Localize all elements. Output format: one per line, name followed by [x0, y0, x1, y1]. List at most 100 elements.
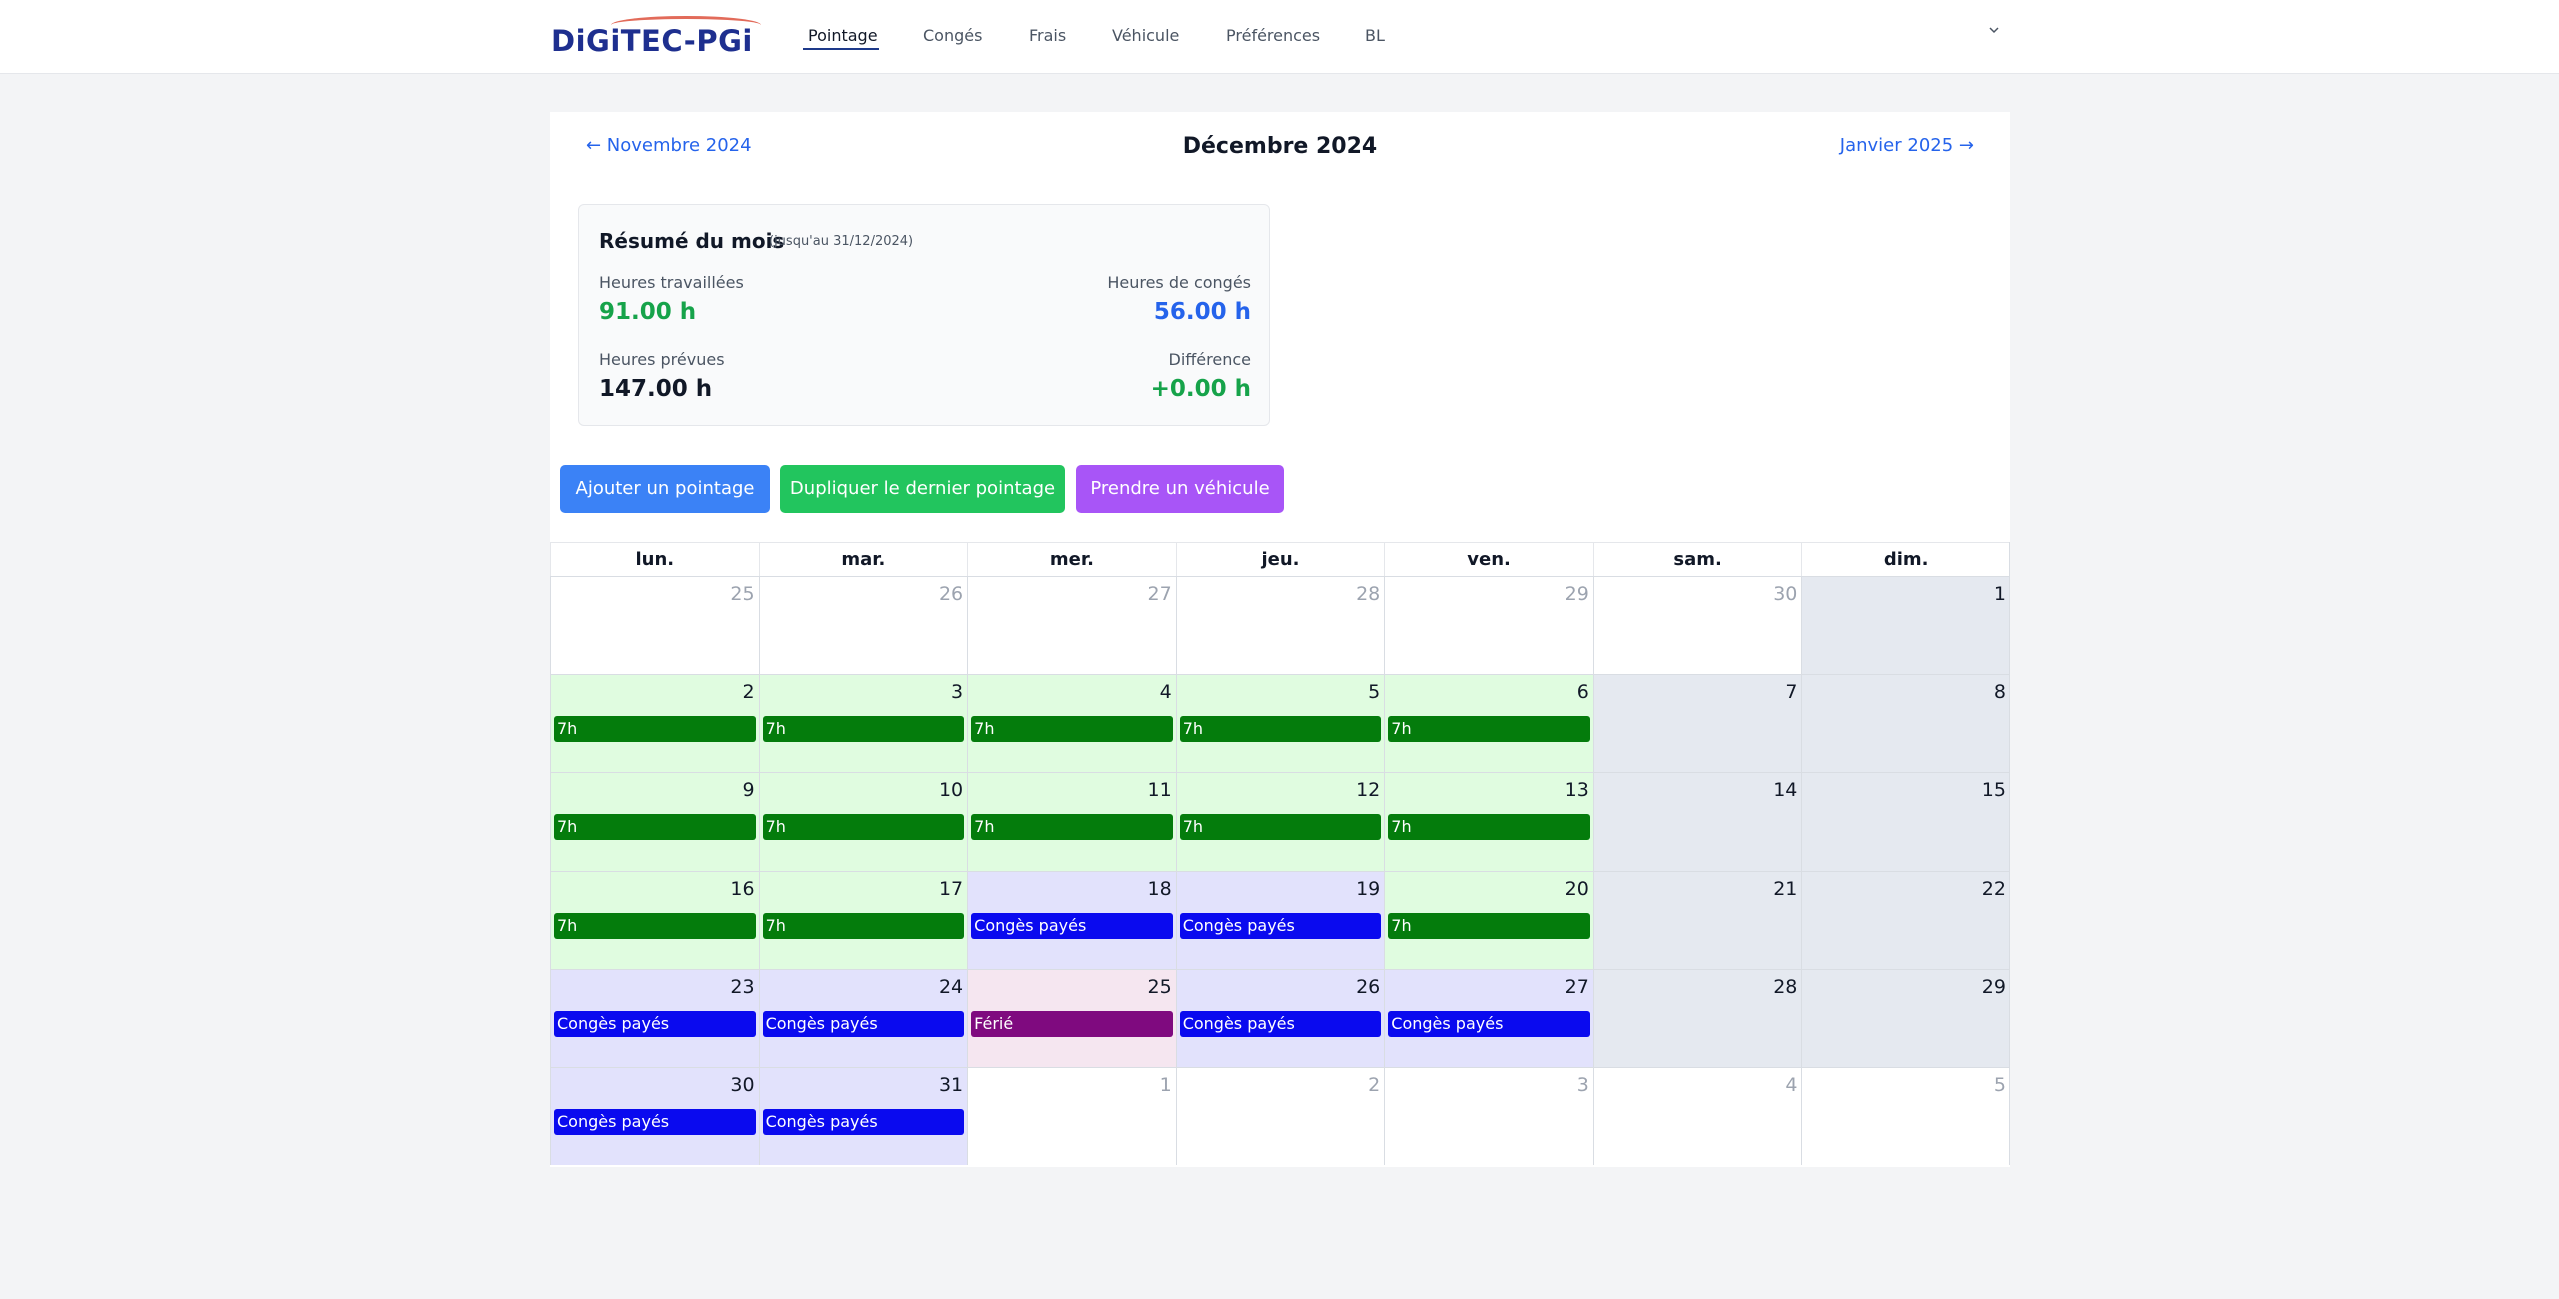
calendar-day-cell[interactable]: 28 — [1592, 968, 1802, 1067]
calendar-day-cell[interactable]: 8 — [1801, 674, 2010, 773]
logo-swoosh — [611, 16, 761, 34]
calendar-day-cell[interactable]: 5 7h — [1175, 674, 1385, 773]
day-number: 30 — [730, 1074, 755, 1096]
calendar-day-cell[interactable]: 22 — [1801, 870, 2010, 969]
nav-conges[interactable]: Congés — [923, 26, 983, 45]
calendar-day-cell[interactable]: 12 7h — [1175, 772, 1385, 871]
weekday-header: ven. — [1384, 543, 1593, 577]
next-month-link[interactable]: Janvier 2025 → — [1839, 135, 1974, 156]
calendar-event[interactable]: 7h — [971, 814, 1173, 841]
calendar-event[interactable]: 7h — [762, 716, 965, 743]
calendar-day-cell[interactable]: 9 7h — [550, 772, 759, 871]
calendar-weekday-header: lun. mar. mer. jeu. ven. sam. dim. — [550, 542, 2010, 577]
calendar-event[interactable]: 7h — [1388, 716, 1590, 743]
worked-hours-label: Heures travaillées — [599, 273, 744, 292]
calendar-day-cell[interactable]: 6 7h — [1384, 674, 1593, 773]
calendar-event[interactable]: 7h — [554, 912, 756, 939]
calendar-day-cell[interactable]: 10 7h — [758, 772, 968, 871]
calendar-day-cell[interactable]: 28 — [1175, 576, 1385, 675]
day-number: 27 — [1564, 975, 1589, 998]
add-timesheet-button[interactable]: Ajouter un pointage — [560, 465, 770, 513]
calendar-day-cell[interactable]: 3 7h — [758, 674, 968, 773]
calendar-event[interactable]: 7h — [762, 814, 965, 841]
calendar-day-cell[interactable]: 1 — [967, 1067, 1176, 1166]
user-menu-button[interactable] — [1986, 22, 2010, 46]
active-tab-underline — [803, 48, 879, 50]
nav-vehicule[interactable]: Véhicule — [1112, 26, 1180, 45]
calendar-event[interactable]: Férié — [971, 1010, 1173, 1037]
top-navbar: DiGiTEC-PGi Pointage Congés Frais Véhicu… — [0, 0, 2559, 74]
calendar-event[interactable]: Congès payés — [1179, 1010, 1382, 1037]
calendar-event[interactable]: 7h — [554, 814, 756, 841]
calendar-day-cell[interactable]: 3 — [1384, 1067, 1593, 1166]
calendar-day-cell[interactable]: 13 7h — [1384, 772, 1593, 871]
calendar-day-cell[interactable]: 17 7h — [758, 870, 968, 969]
calendar-day-cell[interactable]: 27 — [967, 576, 1176, 675]
chevron-down-icon — [1989, 27, 1999, 34]
day-number: 5 — [1993, 1074, 2006, 1096]
calendar-day-cell[interactable]: 30 Congès payés — [550, 1067, 759, 1166]
day-number: 11 — [1147, 779, 1172, 802]
take-vehicle-button[interactable]: Prendre un véhicule — [1076, 465, 1284, 513]
calendar-day-cell[interactable]: 27 Congès payés — [1384, 968, 1593, 1067]
calendar-event[interactable]: Congès payés — [762, 1109, 965, 1135]
calendar-day-cell[interactable]: 1 — [1801, 576, 2010, 675]
calendar-event[interactable]: Congès payés — [1179, 912, 1382, 939]
nav-frais[interactable]: Frais — [1029, 26, 1067, 45]
leave-hours-value: 56.00 h — [1153, 299, 1251, 325]
calendar-day-cell[interactable]: 7 — [1592, 674, 1802, 773]
calendar-day-cell[interactable]: 19 Congès payés — [1175, 870, 1385, 969]
day-number: 7 — [1785, 681, 1798, 704]
calendar-event[interactable]: Congès payés — [554, 1010, 756, 1037]
calendar-day-cell[interactable]: 30 — [1592, 576, 1802, 675]
duplicate-last-timesheet-button[interactable]: Dupliquer le dernier pointage — [780, 465, 1065, 513]
calendar-event[interactable]: Congès payés — [971, 912, 1173, 939]
calendar-day-cell[interactable]: 5 — [1801, 1067, 2010, 1166]
calendar-day-cell[interactable]: 29 — [1384, 576, 1593, 675]
calendar-day-cell[interactable]: 29 — [1801, 968, 2010, 1067]
calendar-event[interactable]: 7h — [1179, 814, 1382, 841]
calendar-day-cell[interactable]: 20 7h — [1384, 870, 1593, 969]
day-number: 28 — [1773, 975, 1798, 998]
calendar-event[interactable]: 7h — [1388, 814, 1590, 841]
calendar-day-cell[interactable]: 2 7h — [550, 674, 759, 773]
calendar-event[interactable]: Congès payés — [1388, 1010, 1590, 1037]
calendar-day-cell[interactable]: 24 Congès payés — [758, 968, 968, 1067]
calendar-event[interactable]: 7h — [971, 716, 1173, 743]
calendar-day-cell[interactable]: 23 Congès payés — [550, 968, 759, 1067]
day-number: 20 — [1564, 877, 1589, 900]
weekday-header: dim. — [1801, 543, 2010, 577]
calendar-event[interactable]: 7h — [1179, 716, 1382, 743]
calendar-day-cell[interactable]: 25 Férié — [967, 968, 1176, 1067]
calendar-day-cell[interactable]: 4 7h — [967, 674, 1176, 773]
calendar-day-cell[interactable]: 26 Congès payés — [1175, 968, 1385, 1067]
day-number: 14 — [1773, 779, 1798, 802]
calendar-day-cell[interactable]: 25 — [550, 576, 759, 675]
calendar-day-cell[interactable]: 31 Congès payés — [758, 1067, 968, 1166]
calendar-day-cell[interactable]: 21 — [1592, 870, 1802, 969]
day-number: 29 — [1981, 975, 2006, 998]
day-number: 30 — [1773, 583, 1798, 605]
day-number: 24 — [938, 975, 964, 998]
nav-preferences[interactable]: Préférences — [1226, 26, 1321, 45]
calendar-day-cell[interactable]: 26 — [758, 576, 968, 675]
calendar-event[interactable]: Congès payés — [762, 1010, 965, 1037]
calendar-day-cell[interactable]: 11 7h — [967, 772, 1176, 871]
day-number: 3 — [951, 681, 964, 704]
main-panel: ← Novembre 2024 Décembre 2024 Janvier 20… — [550, 112, 2010, 1167]
calendar-event[interactable]: 7h — [554, 716, 756, 743]
calendar-day-cell[interactable]: 16 7h — [550, 870, 759, 969]
calendar-event[interactable]: Congès payés — [554, 1109, 756, 1135]
calendar-event[interactable]: 7h — [762, 912, 965, 939]
nav-pointage[interactable]: Pointage — [808, 26, 878, 45]
calendar-day-cell[interactable]: 14 — [1592, 772, 1802, 871]
calendar-day-cell[interactable]: 18 Congès payés — [967, 870, 1176, 969]
calendar-day-cell[interactable]: 4 — [1592, 1067, 1802, 1166]
calendar-day-cell[interactable]: 15 — [1801, 772, 2010, 871]
company-logo[interactable]: DiGiTEC-PGi — [551, 14, 761, 58]
previous-month-link[interactable]: ← Novembre 2024 — [586, 135, 752, 156]
day-number: 9 — [742, 779, 755, 802]
calendar-day-cell[interactable]: 2 — [1175, 1067, 1385, 1166]
calendar-event[interactable]: 7h — [1388, 912, 1590, 939]
nav-bl[interactable]: BL — [1365, 26, 1385, 45]
